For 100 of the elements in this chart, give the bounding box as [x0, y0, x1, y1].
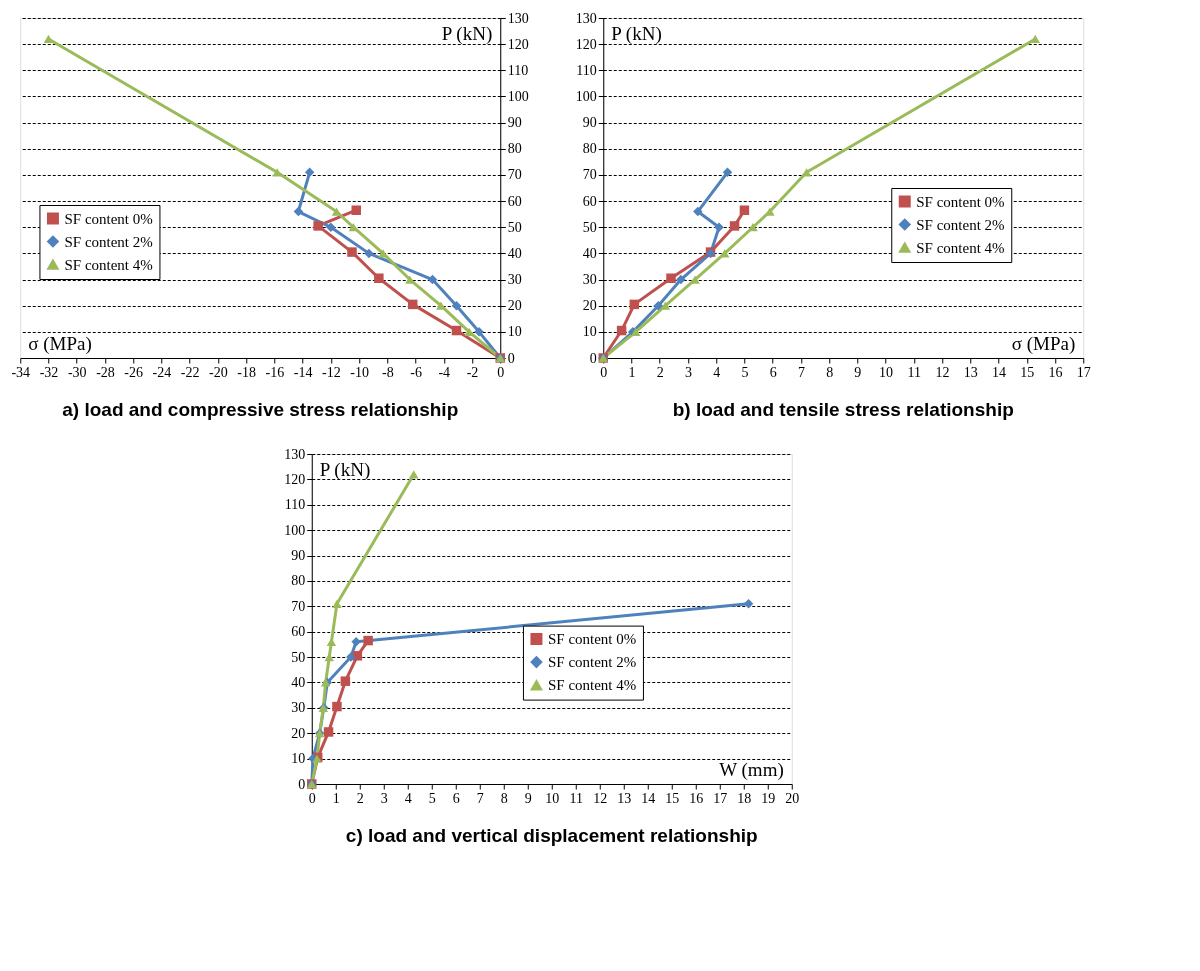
x-tick-label: 12: [935, 364, 950, 380]
x-tick-label: 9: [854, 364, 862, 380]
x-tick-label: 6: [452, 790, 460, 806]
x-tick-label: 0: [308, 790, 316, 806]
x-tick-label: -6: [410, 364, 422, 380]
x-tick-label: 0: [497, 364, 505, 380]
x-tick-label: 18: [737, 790, 752, 806]
x-tick-label: 14: [992, 364, 1007, 380]
x-tick-label: 6: [769, 364, 777, 380]
x-tick-label: 8: [500, 790, 508, 806]
y-tick-label: 70: [291, 598, 306, 614]
y-tick-label: 50: [507, 219, 522, 235]
x-tick-label: 8: [826, 364, 834, 380]
y-tick-label: 70: [582, 167, 597, 183]
x-tick-label: -20: [209, 364, 228, 380]
x-tick-label: 16: [689, 790, 704, 806]
x-axis-title: σ (MPa): [28, 333, 92, 355]
x-tick-label: 17: [713, 790, 728, 806]
y-tick-label: 40: [507, 245, 522, 261]
x-tick-label: 4: [404, 790, 412, 806]
x-tick-label: -2: [466, 364, 479, 380]
x-tick-label: 15: [1020, 364, 1035, 380]
x-tick-label: 19: [761, 790, 776, 806]
x-tick-label: 11: [569, 790, 583, 806]
x-tick-label: -30: [67, 364, 87, 380]
x-tick-label: 20: [785, 790, 800, 806]
x-tick-label: 12: [593, 790, 608, 806]
y-tick-label: 120: [507, 36, 529, 52]
x-tick-label: -26: [124, 364, 144, 380]
x-tick-label: 17: [1076, 364, 1091, 380]
legend-label: SF content 4%: [916, 239, 1005, 256]
legend-label: SF content 2%: [547, 654, 637, 671]
y-tick-label: 40: [582, 245, 597, 261]
x-tick-label: 13: [617, 790, 632, 806]
x-tick-label: 11: [907, 364, 922, 380]
x-tick-label: -34: [11, 364, 31, 380]
x-tick-label: -32: [39, 364, 59, 380]
y-tick-label: 110: [576, 62, 597, 78]
y-tick-label: 100: [284, 522, 306, 538]
legend-label: SF content 4%: [64, 256, 153, 273]
x-tick-label: -10: [350, 364, 369, 380]
y-axis-title: P (kN): [441, 23, 493, 45]
x-tick-label: 7: [797, 364, 805, 380]
legend-label: SF content 2%: [916, 216, 1005, 233]
text: c) load and vertical displacement relationship: [345, 825, 758, 846]
x-tick-label: -18: [237, 364, 256, 380]
y-axis-title: P (kN): [611, 23, 662, 45]
x-tick-label: -8: [381, 364, 394, 380]
x-tick-label: -4: [438, 364, 451, 380]
y-tick-label: 70: [507, 167, 522, 183]
legend-label: SF content 0%: [916, 193, 1005, 210]
x-tick-label: 0: [600, 364, 608, 380]
x-tick-label: 1: [628, 364, 636, 380]
x-tick-label: 5: [741, 364, 749, 380]
x-tick-label: -24: [152, 364, 172, 380]
y-tick-label: 20: [507, 298, 522, 314]
text: a) load and compressive stress relationship: [62, 399, 459, 420]
x-tick-label: -28: [96, 364, 115, 380]
x-tick-label: 5: [428, 790, 436, 806]
x-tick-label: 2: [356, 790, 364, 806]
y-tick-label: 10: [291, 751, 306, 767]
text: b) load and tensile stress relationship: [672, 399, 1014, 420]
y-tick-label: 120: [284, 471, 306, 487]
y-tick-label: 10: [582, 324, 597, 340]
y-tick-label: 80: [291, 573, 306, 589]
y-tick-label: 110: [284, 497, 306, 513]
x-tick-label: 3: [380, 790, 388, 806]
x-tick-label: 1: [332, 790, 340, 806]
y-tick-label: 60: [582, 193, 597, 209]
y-tick-label: 0: [507, 350, 515, 366]
y-tick-label: 80: [582, 141, 597, 157]
legend-label: SF content 2%: [64, 233, 153, 250]
y-tick-label: 80: [507, 141, 522, 157]
y-tick-label: 100: [507, 88, 529, 104]
y-tick-label: 50: [582, 219, 597, 235]
y-tick-label: 100: [575, 88, 597, 104]
legend-label: SF content 0%: [547, 631, 637, 648]
x-tick-label: -12: [322, 364, 341, 380]
y-tick-label: 120: [575, 36, 597, 52]
x-tick-label: -14: [293, 364, 313, 380]
y-tick-label: 130: [284, 446, 306, 462]
y-tick-label: 0: [298, 776, 306, 792]
y-tick-label: 30: [507, 272, 522, 288]
x-tick-label: 16: [1048, 364, 1063, 380]
y-tick-label: 30: [291, 700, 306, 716]
x-tick-label: 10: [879, 364, 894, 380]
y-tick-label: 90: [291, 548, 306, 564]
y-tick-label: 40: [291, 674, 306, 690]
x-tick-label: 10: [545, 790, 560, 806]
x-tick-label: 15: [665, 790, 680, 806]
y-tick-label: 90: [507, 115, 522, 131]
y-tick-label: 60: [507, 193, 522, 209]
y-tick-label: 50: [291, 649, 306, 665]
x-tick-label: 13: [963, 364, 978, 380]
y-tick-label: 20: [582, 298, 597, 314]
y-tick-label: 20: [291, 725, 306, 741]
x-axis-title: W (mm): [719, 759, 784, 781]
x-tick-label: 14: [641, 790, 656, 806]
x-axis-title: σ (MPa): [1011, 333, 1076, 355]
y-tick-label: 130: [507, 10, 529, 26]
